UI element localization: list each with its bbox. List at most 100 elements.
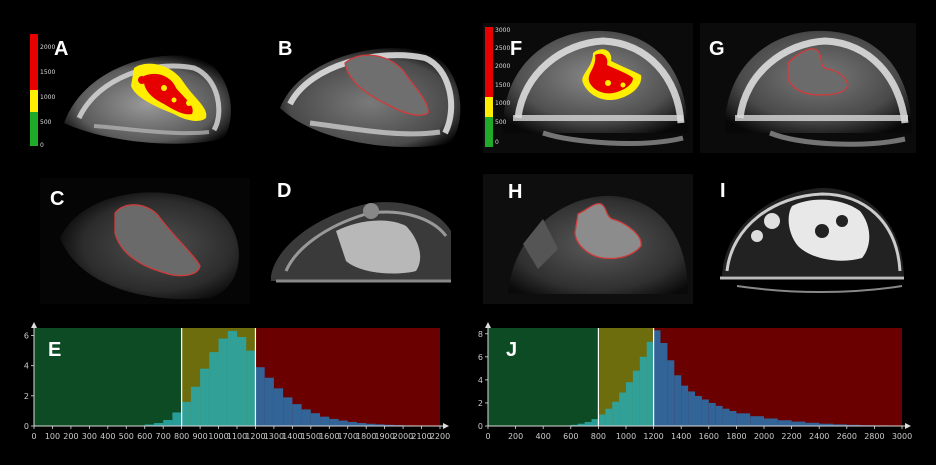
- hist-bar: [626, 382, 633, 426]
- y-tick-label: 0: [24, 422, 29, 431]
- scale-left-tick: 1000: [40, 94, 56, 101]
- region-low: [488, 328, 599, 426]
- x-tick-label: 1000: [208, 432, 228, 441]
- hist-bar: [605, 408, 613, 426]
- hist-bar: [172, 412, 182, 426]
- hist-bar: [805, 422, 820, 426]
- hist-bar: [200, 368, 210, 426]
- hist-bar: [681, 385, 689, 426]
- x-tick-label: 2400: [809, 432, 829, 441]
- x-tick-label: 2800: [864, 432, 884, 441]
- x-tick-label: 3000: [892, 432, 912, 441]
- panel-a-image: [24, 28, 238, 150]
- histogram-j: 0 200 400 600 800 1000 1200 1400 1600 1800 2000 220…: [478, 322, 912, 441]
- hist-bar: [612, 401, 620, 426]
- x-tick-label: 1800: [726, 432, 746, 441]
- color-scale-left: [30, 34, 38, 146]
- hist-bar: [619, 392, 626, 426]
- y-tick-label: 8: [478, 330, 483, 339]
- hist-bar: [632, 370, 640, 426]
- scale-right-tick: 0: [495, 139, 499, 146]
- x-tick-label: 1100: [227, 432, 247, 441]
- scale-left-tick: 1500: [40, 69, 56, 76]
- hist-bar: [598, 414, 606, 426]
- hist-bar: [708, 402, 716, 426]
- panel-f-image: [483, 23, 693, 153]
- hist-bar: [209, 352, 219, 426]
- panel-label-b: B: [278, 38, 293, 60]
- hist-bar: [190, 386, 201, 426]
- x-tick-label: 1500: [301, 432, 321, 441]
- hist-bar: [646, 341, 654, 426]
- hist-bar: [819, 423, 833, 426]
- histogram-e: 0 100 200 300 400 500 600 700 800 900 100011001200…: [24, 322, 450, 441]
- hist-bar: [764, 418, 778, 426]
- scale-right-tick: 2500: [495, 45, 511, 52]
- scale-left-tick: 2000: [40, 44, 56, 51]
- hist-bar: [674, 375, 682, 426]
- hist-bar: [237, 337, 247, 426]
- x-tick-label: 0: [31, 432, 36, 441]
- hist-bar: [375, 424, 385, 426]
- x-tick-label: 400: [536, 432, 551, 441]
- x-tick-label: 2000: [754, 432, 774, 441]
- hist-bar: [273, 388, 284, 426]
- hist-bar: [338, 420, 348, 426]
- panel-label-g: G: [709, 38, 725, 60]
- hist-bar: [320, 416, 330, 426]
- hist-bar: [283, 397, 293, 426]
- x-tick-label: 1600: [699, 432, 719, 441]
- panel-i-image: [712, 176, 908, 304]
- y-tick-label: 4: [24, 362, 29, 371]
- x-tick-label: 700: [156, 432, 171, 441]
- x-tick-label: 1400: [282, 432, 302, 441]
- panel-label-e: E: [48, 339, 62, 361]
- hist-bar: [639, 356, 647, 426]
- y-axis-arrow: [485, 322, 491, 328]
- panel-label-c: C: [50, 188, 65, 210]
- hist-bar: [791, 421, 806, 426]
- scale-left-tick: 500: [40, 119, 52, 126]
- hist-bar: [329, 418, 339, 426]
- hist-bar: [750, 416, 764, 426]
- scale-right-tick: 1000: [495, 100, 511, 107]
- panel-label-d: D: [277, 180, 292, 202]
- panel-label-a: A: [54, 38, 69, 60]
- hist-bar: [163, 419, 173, 426]
- scale-right-tick: 1500: [495, 82, 511, 89]
- hist-bar: [246, 350, 256, 426]
- hist-bar: [264, 377, 274, 426]
- x-tick-label: 2200: [430, 432, 450, 441]
- x-tick-label: 500: [119, 432, 134, 441]
- hist-bar: [722, 408, 730, 426]
- x-axis-arrow: [905, 423, 911, 429]
- hist-bar: [292, 404, 302, 426]
- panel-h-image: [483, 174, 693, 304]
- x-tick-label: 200: [63, 432, 78, 441]
- hist-bar: [688, 391, 695, 426]
- x-tick-label: 1200: [643, 432, 663, 441]
- hist-bar: [701, 399, 709, 426]
- hist-bar: [729, 411, 737, 426]
- hist-bar: [833, 424, 847, 426]
- x-tick-label: 2100: [411, 432, 431, 441]
- x-tick-label: 0: [485, 432, 490, 441]
- panel-d-image: [266, 176, 454, 292]
- y-tick-label: 2: [478, 399, 483, 408]
- y-tick-label: 0: [478, 422, 483, 431]
- hist-bar: [653, 330, 661, 426]
- hist-bar: [570, 424, 578, 426]
- x-tick-label: 2000: [393, 432, 413, 441]
- x-tick-label: 2200: [781, 432, 801, 441]
- x-tick-label: 400: [100, 432, 115, 441]
- hist-bar: [384, 424, 394, 426]
- hist-bar: [181, 401, 191, 426]
- region-low: [34, 328, 182, 426]
- hist-bar: [715, 405, 723, 426]
- scale-right-tick: 2000: [495, 63, 511, 70]
- x-tick-label: 600: [563, 432, 578, 441]
- x-tick-label: 100: [45, 432, 60, 441]
- x-tick-label: 1900: [374, 432, 394, 441]
- x-tick-label: 1800: [356, 432, 376, 441]
- x-tick-label: 200: [508, 432, 523, 441]
